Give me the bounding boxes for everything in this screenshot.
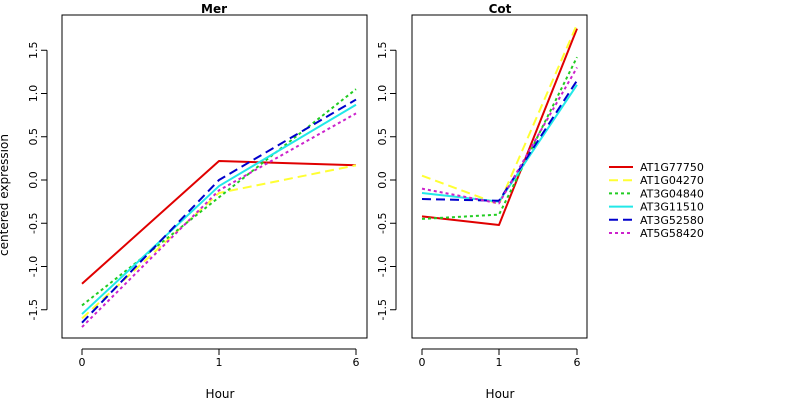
panel-cot-y-tick-label: 1.5	[376, 42, 389, 60]
panel-mer-x-tick-label: 6	[353, 356, 360, 369]
panel-cot-x-axis-title: Hour	[486, 387, 515, 400]
panel-cot-series-at3g52580	[421, 79, 578, 202]
panel-cot-x-tick-label: 0	[419, 356, 426, 369]
panel-cot-y-tick-label: -0.5	[376, 213, 389, 234]
panel-cot-y-tick-label: 0.5	[376, 128, 389, 146]
panel-cot-y-tick-label: -1.0	[376, 256, 389, 277]
panel-cot-title: Cot	[489, 2, 512, 16]
legend-label-at3g04840: AT3G04840	[640, 187, 704, 200]
panel-cot-series	[421, 23, 578, 226]
panel-mer-series	[81, 88, 357, 328]
panel-cot-x-tick-label: 6	[574, 356, 581, 369]
panel-cot-x-tick-label: 1	[496, 356, 503, 369]
panel-mer-y-tick-label: 1.5	[27, 42, 40, 60]
panel-mer-series-at3g04840	[81, 88, 357, 307]
legend-label-at3g11510: AT3G11510	[640, 201, 704, 214]
legend-label-at1g77750: AT1G77750	[640, 161, 704, 174]
panel-mer-frame	[61, 14, 368, 339]
panel-cot-y-tick-label: 1.0	[376, 85, 389, 103]
panel-mer-y-tick-label: -1.5	[27, 299, 40, 320]
panel-cot-frame	[411, 14, 588, 339]
panel-mer-series-at5g58420	[81, 112, 357, 328]
panel-mer-series-at3g11510	[81, 103, 357, 315]
panel-mer-series-at1g04270	[81, 164, 357, 320]
panel-mer-y-tick-label: 0.5	[27, 128, 40, 146]
y-axis-title: centered expression	[0, 134, 11, 256]
panel-cot-series-at3g04840	[421, 56, 578, 220]
panel-cot-y-tick-label: -1.5	[376, 299, 389, 320]
panel-cot-axes: -1.5 -1.0 -0.5 0.0 0.5 1.0 1.5 0 1 6	[376, 42, 581, 370]
panel-mer-title: Mer	[201, 2, 227, 16]
panel-mer-series-at1g77750	[81, 159, 357, 285]
panel-cot-series-at1g04270	[421, 23, 578, 206]
panel-mer-y-tick-label: -1.0	[27, 256, 40, 277]
panel-cot-series-at5g58420	[421, 67, 578, 205]
panel-mer-x-tick-label: 1	[216, 356, 223, 369]
legend-label-at1g04270: AT1G04270	[640, 174, 704, 187]
panel-mer: Mer Hour -1.5 -1.0 -0.5 0.0 0.5 1.0 1.5 0 1 6	[27, 2, 368, 400]
legend-label-at5g58420: AT5G58420	[640, 227, 704, 240]
panel-mer-y-tick-label: 1.0	[27, 85, 40, 103]
panel-mer-axes: -1.5 -1.0 -0.5 0.0 0.5 1.0 1.5 0 1 6	[27, 42, 360, 370]
legend: AT1G77750AT1G04270AT3G04840AT3G11510AT3G…	[609, 161, 704, 240]
panel-mer-series-at3g52580	[81, 98, 357, 324]
panel-cot-series-at1g77750	[421, 28, 578, 226]
panel-mer-y-tick-label: 0.0	[27, 171, 40, 189]
panel-mer-y-tick-label: -0.5	[27, 213, 40, 234]
panel-cot-series-at3g11510	[421, 84, 578, 203]
panel-mer-x-tick-label: 0	[79, 356, 86, 369]
legend-label-at3g52580: AT3G52580	[640, 214, 704, 227]
panel-cot: Cot Hour -1.5 -1.0 -0.5 0.0 0.5 1.0 1.5 0 1 6	[376, 2, 588, 400]
panel-cot-y-tick-label: 0.0	[376, 171, 389, 189]
panel-mer-x-axis-title: Hour	[206, 387, 235, 400]
